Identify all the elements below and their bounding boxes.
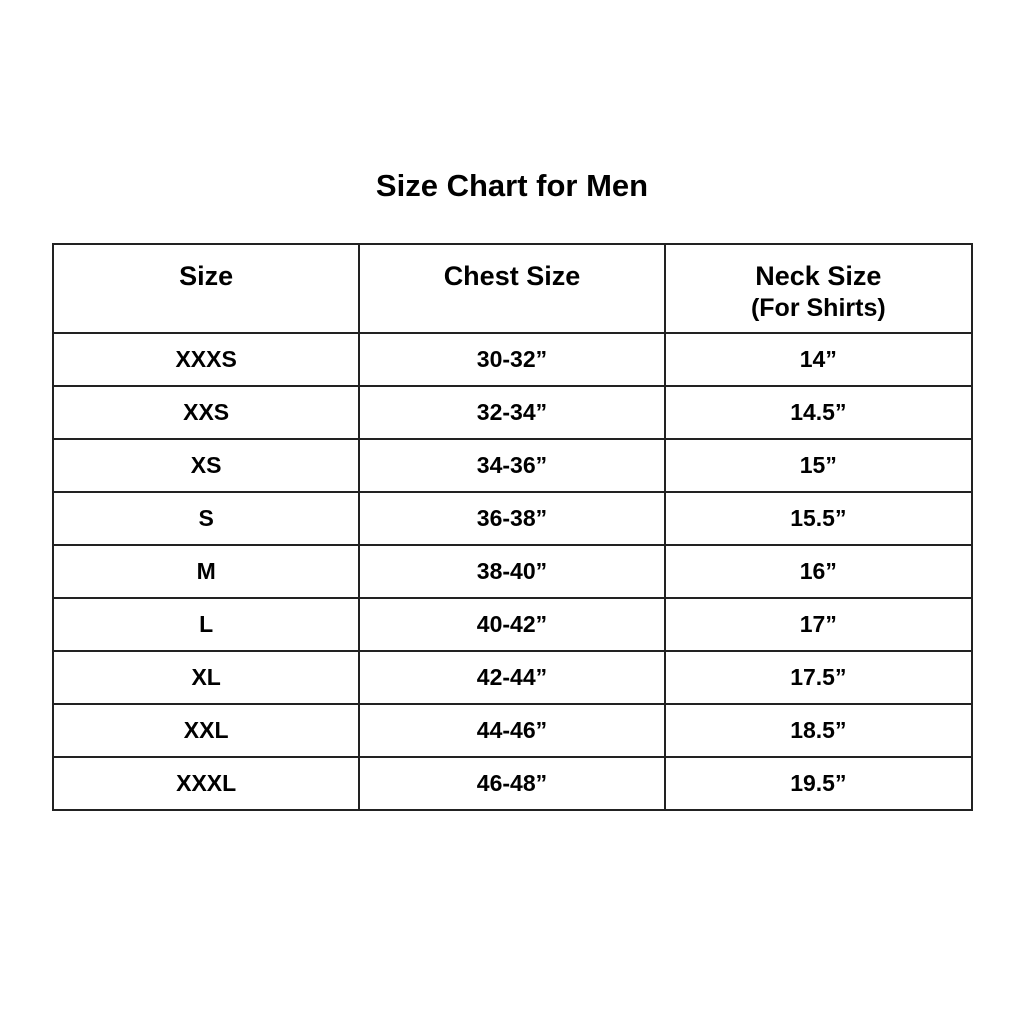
size-chart-table: Size Chest Size Neck Size (For Shirts) XX… (51, 243, 974, 811)
header-neck-size: Neck Size (For Shirts) (663, 243, 974, 334)
size-cell: M (51, 544, 361, 599)
chest-size-cell: 40-42” (358, 597, 666, 652)
size-cell: XXXL (51, 756, 361, 811)
neck-size-cell: 18.5” (663, 703, 974, 758)
table-row: S 36-38” 15.5” (51, 491, 974, 546)
neck-size-cell: 16” (663, 544, 974, 599)
table-row: XS 34-36” 15” (51, 438, 974, 493)
size-cell: L (51, 597, 361, 652)
chest-size-cell: 36-38” (358, 491, 666, 546)
page-title: Size Chart for Men (375, 168, 649, 203)
header-chest-size: Chest Size (358, 243, 666, 334)
size-cell: XXL (51, 703, 361, 758)
chest-size-cell: 42-44” (358, 650, 666, 705)
neck-size-cell: 14” (663, 332, 974, 387)
neck-size-cell: 19.5” (663, 756, 974, 811)
chest-size-cell: 44-46” (358, 703, 666, 758)
header-neck-size-label: Neck Size (755, 261, 882, 291)
chest-size-cell: 46-48” (358, 756, 666, 811)
table-row: XXXL 46-48” 19.5” (51, 756, 974, 811)
header-size: Size (51, 243, 361, 334)
table-row: XL 42-44” 17.5” (51, 650, 974, 705)
table-row: XXL 44-46” 18.5” (51, 703, 974, 758)
table-row: M 38-40” 16” (51, 544, 974, 599)
size-cell: XL (51, 650, 361, 705)
chest-size-cell: 30-32” (358, 332, 666, 387)
chest-size-cell: 34-36” (358, 438, 666, 493)
neck-size-cell: 17.5” (663, 650, 974, 705)
header-row: Size Chest Size Neck Size (For Shirts) (51, 243, 974, 334)
table-row: XXXS 30-32” 14” (51, 332, 974, 387)
neck-size-cell: 17” (663, 597, 974, 652)
table-row: L 40-42” 17” (51, 597, 974, 652)
neck-size-cell: 15.5” (663, 491, 974, 546)
table-row: XXS 32-34” 14.5” (51, 385, 974, 440)
chest-size-cell: 38-40” (358, 544, 666, 599)
header-neck-size-sub: (For Shirts) (750, 294, 886, 322)
size-cell: XXXS (51, 332, 361, 387)
neck-size-cell: 15” (663, 438, 974, 493)
size-cell: S (51, 491, 361, 546)
size-cell: XXS (51, 385, 361, 440)
chest-size-cell: 32-34” (358, 385, 666, 440)
size-cell: XS (51, 438, 361, 493)
neck-size-cell: 14.5” (663, 385, 974, 440)
